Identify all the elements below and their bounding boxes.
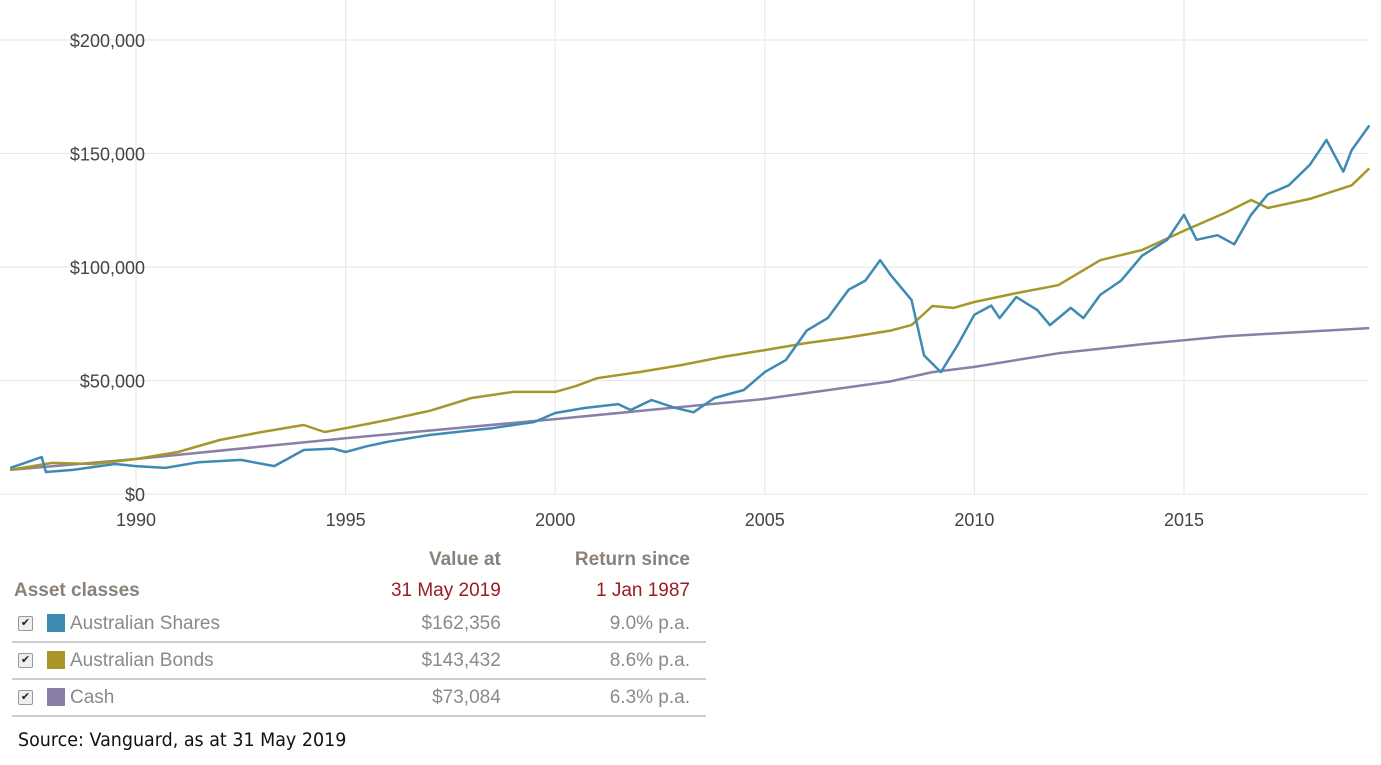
asset-value: $162,356 — [335, 606, 517, 643]
return-date: 1 Jan 1987 — [595, 579, 690, 601]
shares-checkbox[interactable]: ✔ — [18, 615, 33, 631]
cash-swatch — [47, 688, 65, 707]
source-note: Source: Vanguard, as at 31 May 2019 — [18, 729, 347, 751]
asset-name: Australian Bonds — [70, 649, 214, 671]
y-tick-label: $150,000 — [70, 145, 145, 165]
cash-checkbox[interactable]: ✔ — [18, 689, 33, 705]
asset-return: 9.0% p.a. — [516, 606, 706, 643]
bonds-swatch — [47, 651, 65, 670]
y-tick-label: $50,000 — [80, 372, 145, 392]
x-tick-label: 1990 — [116, 510, 156, 530]
asset-name: Australian Shares — [70, 612, 220, 634]
asset-return: 8.6% p.a. — [516, 642, 706, 680]
series-line-cash — [10, 326, 1370, 472]
bonds-checkbox[interactable]: ✔ — [18, 652, 33, 668]
y-tick-label: $0 — [125, 485, 145, 505]
growth-chart: 1990 1995 2000 2005 2010 2015 $0 $50,000 $100,00… — [0, 0, 1371, 530]
shares-swatch — [47, 614, 65, 633]
asset-return: 6.3% p.a. — [516, 679, 706, 717]
return-header: Return since — [574, 548, 690, 570]
series-line-australian-bonds — [9, 167, 1371, 472]
asset-name: Cash — [70, 686, 115, 708]
series-line-australian-shares — [9, 124, 1371, 474]
asset-classes-header: Asset classes — [14, 579, 140, 601]
table-row: ✔ Cash $73,084 6.3% p.a. — [12, 679, 706, 717]
value-header: Value at — [428, 548, 501, 570]
asset-value: $143,432 — [335, 642, 517, 680]
x-tick-label: 2015 — [1164, 510, 1204, 530]
y-tick-label: $200,000 — [70, 31, 145, 51]
x-tick-label: 1995 — [326, 510, 366, 530]
asset-value: $73,084 — [335, 679, 517, 717]
table-row: ✔ Australian Shares $162,356 9.0% p.a. — [12, 606, 706, 643]
x-tick-label: 2005 — [745, 510, 785, 530]
y-tick-label: $100,000 — [70, 258, 145, 278]
asset-class-table: Value at Return since Asset classes 31 May… — [12, 544, 706, 717]
x-tick-label: 2010 — [954, 510, 994, 530]
table-row: ✔ Australian Bonds $143,432 8.6% p.a. — [12, 642, 706, 680]
x-tick-label: 2000 — [535, 510, 575, 530]
value-date: 31 May 2019 — [390, 579, 501, 601]
